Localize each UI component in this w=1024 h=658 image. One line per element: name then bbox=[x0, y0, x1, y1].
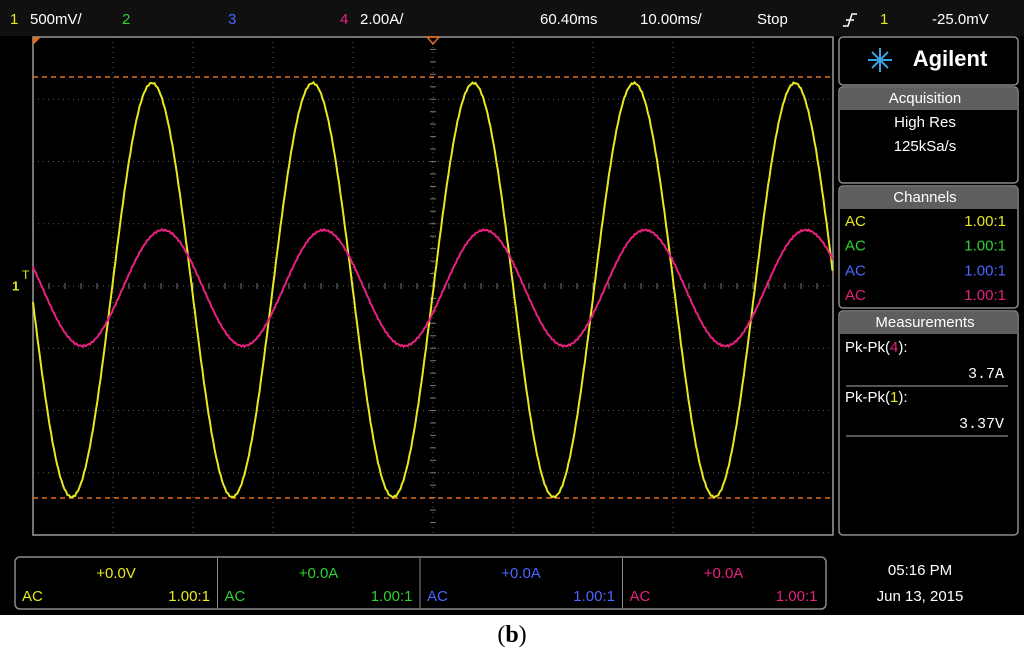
caption: (b) bbox=[497, 622, 526, 648]
channel-probe: 1.00:1 bbox=[964, 213, 1006, 230]
channel-coupling: AC bbox=[845, 287, 866, 304]
trigger-level-marker: T bbox=[22, 268, 30, 282]
trigger-source: 1 bbox=[880, 11, 888, 28]
channel-coupling: AC bbox=[845, 238, 866, 255]
channel-coupling: AC bbox=[225, 588, 246, 605]
acquisition-box bbox=[838, 86, 1019, 184]
trigger-level: -25.0mV bbox=[932, 11, 989, 28]
measurements-box bbox=[838, 310, 1019, 536]
channel-probe: 1.00:1 bbox=[964, 287, 1006, 304]
channel-bar-entries: +0.0V AC 1.00:1 +0.0A AC 1.00:1 +0.0A AC 1.00:1 +… bbox=[22, 558, 818, 608]
channel-coupling: AC bbox=[845, 262, 866, 279]
trigger-slope-icon bbox=[843, 13, 857, 27]
measurement-prefix: Pk-Pk( bbox=[845, 339, 890, 356]
measurement-prefix: Pk-Pk( bbox=[845, 389, 890, 406]
channel-coupling: AC bbox=[630, 588, 651, 605]
channel-offset: +0.0A bbox=[299, 565, 339, 582]
ch1-label: 1 bbox=[10, 11, 18, 28]
measurement-channel: 1 bbox=[890, 389, 898, 406]
measurements-header bbox=[840, 312, 1017, 334]
measurement-channel: 4 bbox=[890, 339, 898, 356]
acquisition-mode: High Res bbox=[894, 114, 956, 131]
channel-coupling: AC bbox=[22, 588, 43, 605]
measurements-title: Measurements bbox=[875, 314, 974, 331]
channels-title: Channels bbox=[893, 189, 956, 206]
ch1-waveform bbox=[32, 80, 834, 500]
brand: Agilent bbox=[913, 46, 988, 71]
channel-offset: +0.0A bbox=[501, 565, 541, 582]
clock-time: 05:16 PM bbox=[888, 562, 952, 579]
ch4-waveform bbox=[32, 227, 834, 349]
ch3-label: 3 bbox=[228, 11, 236, 28]
measurement-label: Pk-Pk(1): bbox=[845, 389, 908, 406]
measurement-value: 3.7A bbox=[968, 366, 1004, 383]
measurement-label: Pk-Pk(4): bbox=[845, 339, 908, 356]
measurement-suffix: ): bbox=[898, 339, 907, 356]
brand-logo bbox=[868, 48, 892, 72]
ch1-scale: 500mV/ bbox=[30, 11, 83, 28]
waveforms bbox=[32, 80, 834, 500]
clock-date: Jun 13, 2015 bbox=[877, 588, 964, 605]
timebase: 10.00ms/ bbox=[640, 11, 703, 28]
left-marker bbox=[33, 37, 41, 45]
channel-probe: 1.00:1 bbox=[776, 588, 818, 605]
acquisition-title: Acquisition bbox=[889, 90, 962, 107]
channel-bar bbox=[14, 556, 827, 610]
channel-offset: +0.0A bbox=[704, 565, 744, 582]
caption-open: ( bbox=[497, 622, 505, 648]
sample-rate: 125kSa/s bbox=[894, 138, 957, 155]
ch4-scale: 2.00A/ bbox=[360, 11, 404, 28]
ch4-label: 4 bbox=[340, 11, 348, 28]
ch1-ground-marker: 1 bbox=[12, 278, 19, 293]
caption-close: ) bbox=[519, 622, 527, 648]
brand-box bbox=[838, 36, 1019, 86]
measurement-value: 3.37V bbox=[959, 416, 1004, 433]
channel-probe: 1.00:1 bbox=[573, 588, 615, 605]
delay: 60.40ms bbox=[540, 11, 598, 28]
measurement-suffix: ): bbox=[898, 389, 907, 406]
channel-offset: +0.0V bbox=[96, 565, 136, 582]
acquisition-header bbox=[840, 88, 1017, 110]
ch2-label: 2 bbox=[122, 11, 130, 28]
channels-header bbox=[840, 187, 1017, 209]
channels-box bbox=[838, 185, 1019, 309]
channel-coupling: AC bbox=[427, 588, 448, 605]
run-status: Stop bbox=[757, 11, 788, 28]
channel-probe: 1.00:1 bbox=[371, 588, 413, 605]
channel-probe: 1.00:1 bbox=[168, 588, 210, 605]
channel-probe: 1.00:1 bbox=[964, 238, 1006, 255]
top-bar bbox=[0, 0, 1024, 36]
channel-coupling: AC bbox=[845, 213, 866, 230]
trigger-position-marker bbox=[425, 36, 441, 46]
channel-probe: 1.00:1 bbox=[964, 262, 1006, 279]
caption-label: b bbox=[505, 622, 518, 648]
channel-rows: AC 1.00:1 AC 1.00:1 AC 1.00:1 AC 1.00:1 bbox=[845, 213, 1006, 304]
